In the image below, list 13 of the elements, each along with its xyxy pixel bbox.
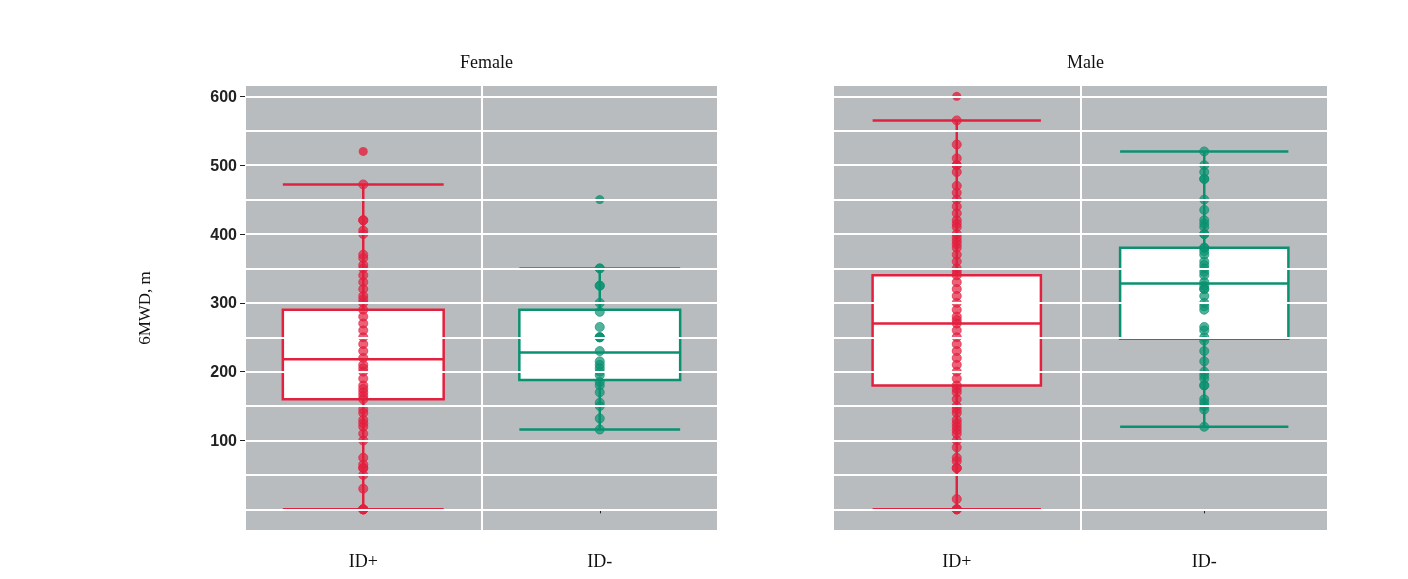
y-tick-label: 300 [210, 294, 238, 312]
chart-title: Female [460, 52, 513, 72]
y-tick-label: 100 [210, 432, 238, 450]
x-tick-label: ID+ [942, 551, 972, 571]
x-tick-label: ID- [587, 551, 613, 571]
y-tick-label: 400 [210, 225, 238, 243]
y-tick-label: 600 [210, 87, 238, 105]
y-tick-label: 200 [210, 363, 238, 381]
x-tick-label: ID+ [348, 551, 378, 571]
x-tick-label: ID- [1191, 551, 1217, 571]
y-axis-title: 6MWD, m [135, 271, 154, 345]
y-tick-label: 500 [210, 156, 238, 174]
chart-title: Male [1067, 52, 1104, 72]
